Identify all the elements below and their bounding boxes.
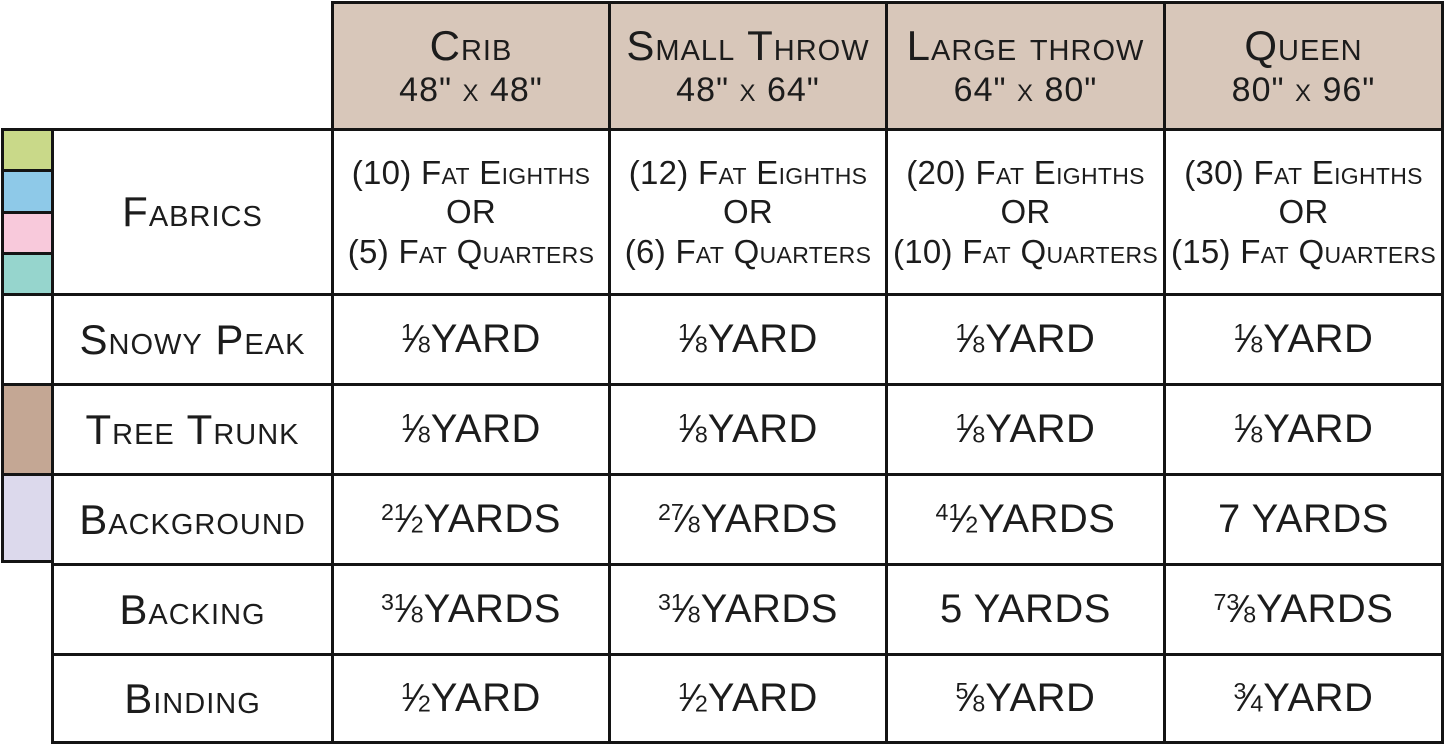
fabric-swatch-stack [1,128,51,293]
value-cell: 73⁄8 YARDS [1163,563,1444,653]
value-cell: 41⁄2 YARDS [885,473,1163,563]
row-label-tree-trunk: Tree Trunk [51,383,331,473]
column-size: 48" x 64" [676,70,820,109]
value-cell: 1⁄2 YARD [331,653,608,744]
value-cell: 1⁄8 YARD [608,383,885,473]
fabric-swatch-teal [1,251,51,293]
value-cell: 1⁄8 YARD [331,293,608,383]
header-cell-crib: Crib 48" x 48" [331,1,608,128]
value-cell: 27⁄8 YARDS [608,473,885,563]
value-cell: 1⁄8 YARD [1163,383,1444,473]
row-label-snowy-peak: Snowy Peak [51,293,331,383]
column-title: Large throw [906,21,1145,69]
header-cell-small-throw: Small Throw 48" x 64" [608,1,885,128]
value-cell: (20) Fat Eighths OR (10) Fat Quarters [885,128,1163,293]
value-cell: 1⁄8 YARD [885,383,1163,473]
row-label-binding: Binding [51,653,331,744]
column-title: Queen [1244,21,1363,69]
header-cell-queen: Queen 80" x 96" [1163,1,1444,128]
value-cell: (30) Fat Eighths OR (15) Fat Quarters [1163,128,1444,293]
value-cell: 7 YARDS [1163,473,1444,563]
value-cell: (10) Fat Eighths OR (5) Fat Quarters [331,128,608,293]
row-label-backing: Backing [51,563,331,653]
value-cell: 31⁄8 YARDS [331,563,608,653]
column-size: 48" x 48" [399,70,543,109]
value-cell: (12) Fat Eighths OR (6) Fat Quarters [608,128,885,293]
header-cell-large-throw: Large throw 64" x 80" [885,1,1163,128]
fabric-swatch-green [1,128,51,170]
column-title: Small Throw [626,21,870,69]
row-label-background: Background [51,473,331,563]
value-cell: 5 YARDS [885,563,1163,653]
value-cell: 31⁄8 YARDS [608,563,885,653]
row-label-fabrics: Fabrics [51,128,331,293]
swatch-snowy-peak [1,293,51,383]
value-cell: 1⁄2 YARD [608,653,885,744]
value-cell: 5⁄8 YARD [885,653,1163,744]
fabric-swatch-pink [1,210,51,252]
value-cell: 1⁄8 YARD [1163,293,1444,383]
swatch-tree-trunk [1,383,51,473]
column-size: 64" x 80" [953,70,1098,109]
value-cell: 21⁄2 YARDS [331,473,608,563]
value-cell: 1⁄8 YARD [331,383,608,473]
column-title: Crib [429,21,513,69]
value-cell: 1⁄8 YARD [885,293,1163,383]
column-size: 80" x 96" [1231,70,1376,109]
swatch-background [1,473,51,563]
fabric-swatch-blue [1,169,51,211]
value-cell: 3⁄4 YARD [1163,653,1444,744]
value-cell: 1⁄8 YARD [608,293,885,383]
